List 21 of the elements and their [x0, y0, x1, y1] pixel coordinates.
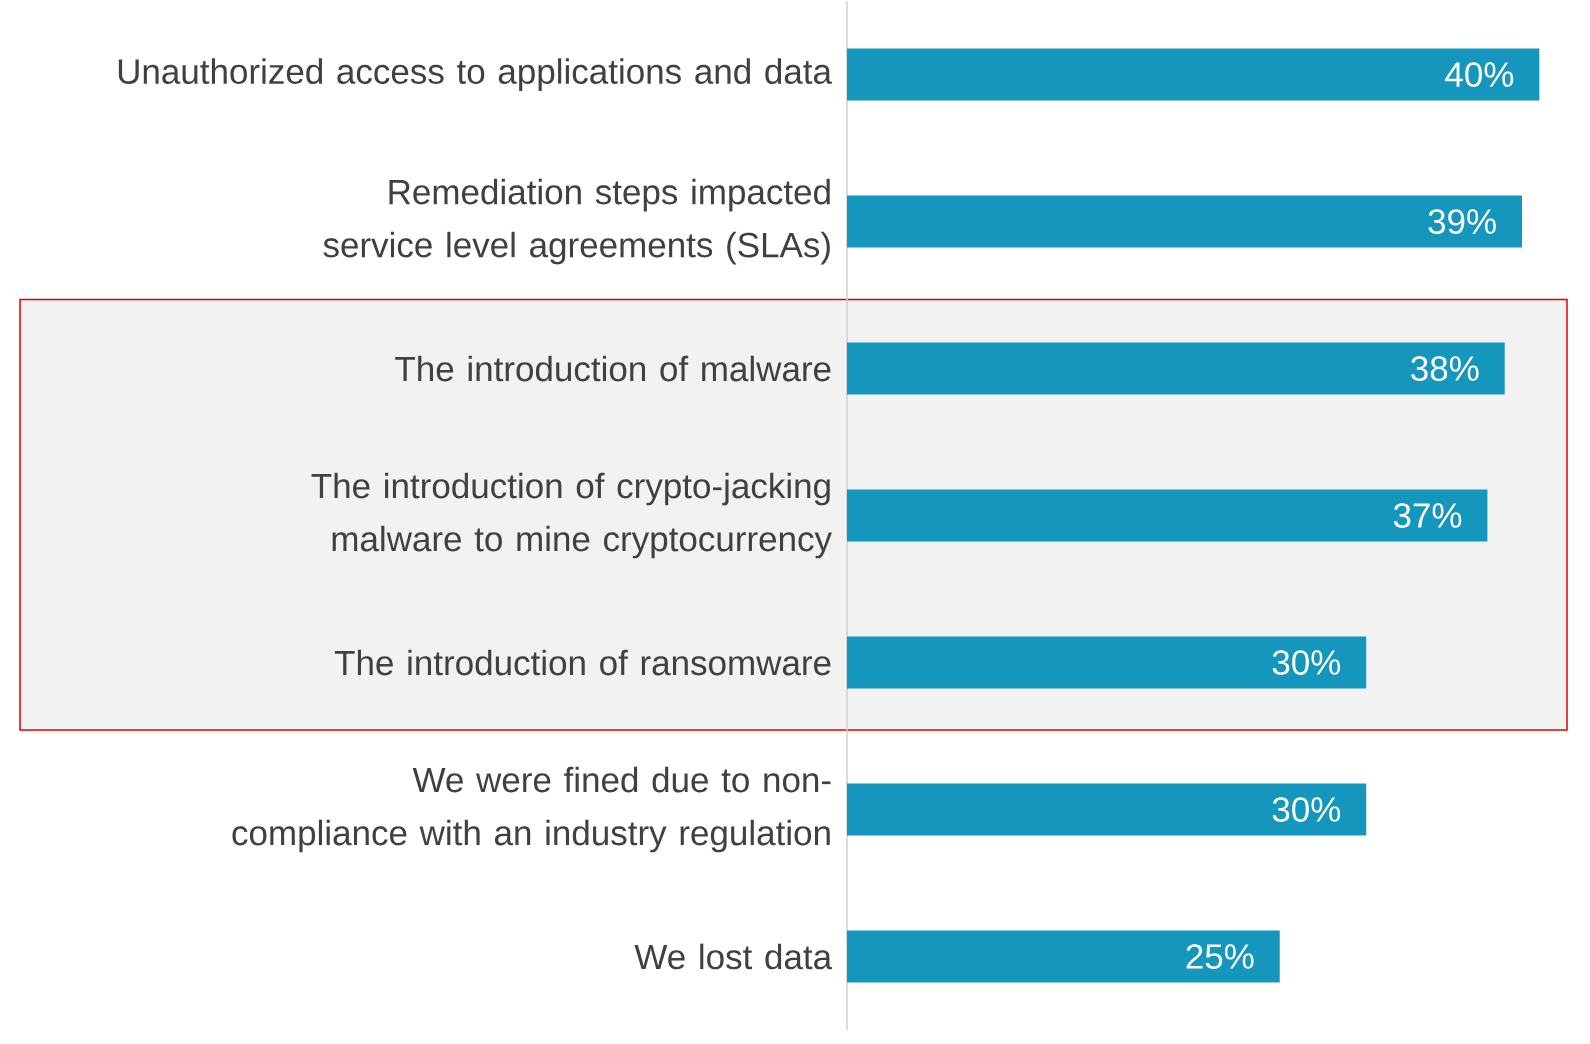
y-tick-label: The introduction of crypto-jacking malware to mine cryptocurrency: [311, 472, 832, 559]
data-label: 40%: [1445, 62, 1514, 87]
y-tick-label: Unauthorized access to applications and data: [118, 58, 832, 91]
data-label: 30%: [1272, 650, 1341, 675]
bar: [847, 930, 1280, 983]
bar: [847, 636, 1367, 689]
y-tick-label: The introduction of malware: [395, 355, 831, 382]
y-tick-label: We lost data: [634, 943, 833, 970]
bar: [847, 489, 1488, 542]
y-tick-label: We were fined due to non-compliance with an industry regulation: [232, 766, 831, 853]
data-label: 38%: [1411, 356, 1479, 381]
data-label: 37%: [1393, 503, 1462, 528]
y-tick-label: The introduction of ransomware: [334, 649, 831, 676]
data-label: 39%: [1428, 209, 1496, 234]
data-label: 30%: [1272, 797, 1341, 822]
bar: [847, 195, 1523, 248]
bar: [847, 48, 1540, 101]
data-label: 25%: [1186, 944, 1254, 969]
bar: [847, 342, 1505, 395]
bar: [847, 783, 1367, 836]
y-tick-label: Remediation steps impacted service level agreements (SLAs): [323, 178, 830, 265]
